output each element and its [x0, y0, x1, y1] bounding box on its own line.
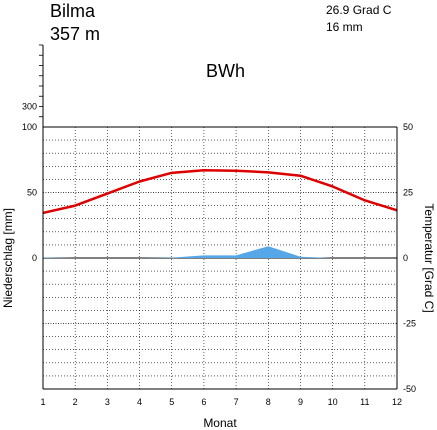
- x-axis-label: Monat: [203, 416, 237, 430]
- precipitation-area: [43, 246, 397, 258]
- left-axis-label: Niederschlag [mm]: [1, 208, 15, 308]
- x-tick-label: 2: [73, 397, 78, 407]
- left-tick-label: 300: [22, 102, 37, 112]
- station-name: Bilma: [50, 1, 96, 21]
- x-tick-label: 11: [360, 397, 369, 407]
- upper-precipitation-axis: [39, 44, 43, 118]
- x-tick-label: 8: [266, 397, 271, 407]
- right-tick-label: 0: [403, 253, 408, 263]
- right-tick-label: 25: [403, 188, 413, 198]
- left-tick-label: 50: [27, 188, 37, 198]
- x-tick-label: 4: [137, 397, 142, 407]
- climate-classification: BWh: [206, 61, 245, 81]
- mean-temperature: 26.9 Grad C: [326, 3, 392, 17]
- x-tick-label: 5: [169, 397, 174, 407]
- plot-frame: [42, 45, 398, 390]
- temperature-layer: [42, 168, 398, 215]
- x-tick-label: 7: [234, 397, 239, 407]
- annual-precipitation: 16 mm: [326, 20, 363, 34]
- x-tick-label: 9: [298, 397, 303, 407]
- left-tick-label: 0: [32, 253, 37, 263]
- x-tick-label: 1: [40, 397, 45, 407]
- temperature-line: [42, 168, 398, 215]
- left-tick-label: 100: [22, 122, 37, 132]
- precipitation-layer: [42, 246, 398, 259]
- right-tick-label: -50: [403, 384, 416, 394]
- station-elevation: 357 m: [50, 24, 100, 44]
- x-tick-label: 10: [328, 397, 338, 407]
- x-tick-label: 12: [392, 397, 402, 407]
- grid-lines: [43, 127, 397, 389]
- x-tick-label: 6: [201, 397, 206, 407]
- right-axis-label: Temperatur [Grad C]: [422, 203, 436, 312]
- right-tick-label: -25: [403, 319, 416, 329]
- right-tick-label: 50: [403, 122, 413, 132]
- x-tick-label: 3: [105, 397, 110, 407]
